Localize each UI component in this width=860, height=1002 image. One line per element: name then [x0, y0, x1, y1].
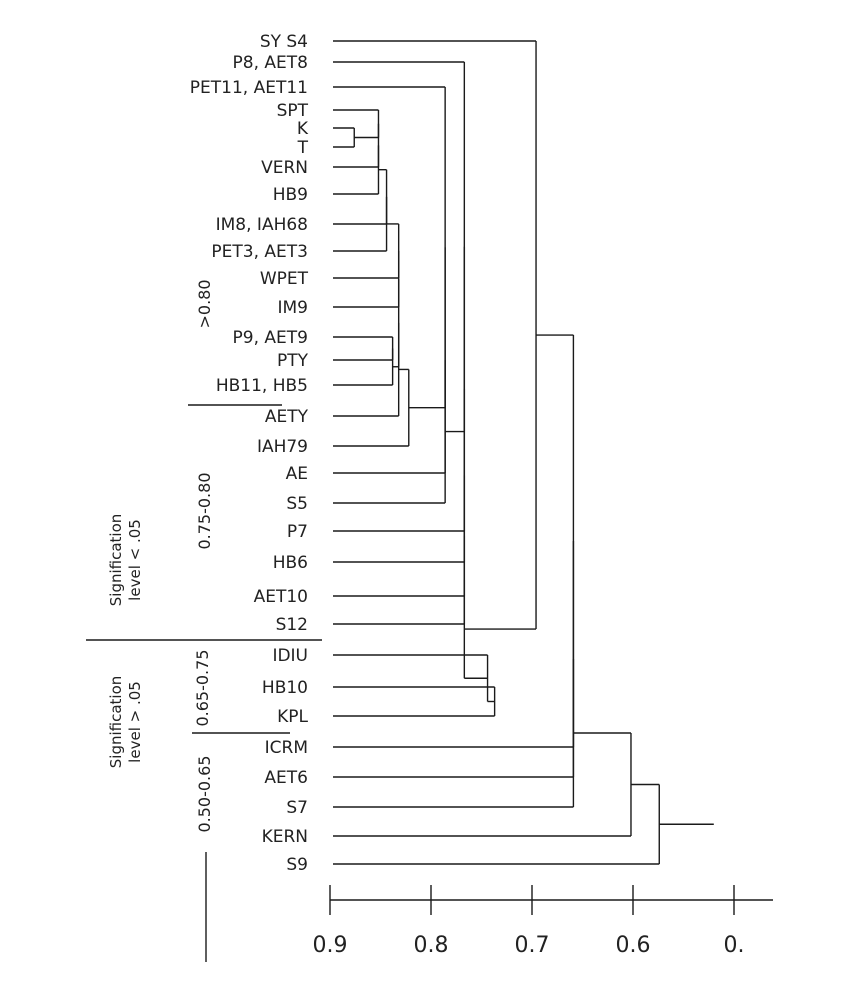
leaf-label-s9: S9: [286, 855, 308, 875]
leaf-label-hb11-hb5: HB11, HB5: [216, 376, 308, 396]
group-label-075-080: 0.75-0.80: [195, 472, 214, 549]
leaf-label-p7: P7: [287, 522, 308, 542]
leaf-label-k: K: [297, 119, 309, 139]
leaf-label-aet6: AET6: [264, 768, 308, 788]
leaf-label-ae: AE: [286, 464, 308, 484]
leaf-label-pet3-aet3: PET3, AET3: [211, 242, 308, 262]
significance-gt05-line1: Signification: [107, 676, 125, 769]
leaf-label-pty: PTY: [277, 351, 309, 371]
leaf-label-s5: S5: [286, 494, 308, 514]
significance-gt05-line2: level > .05: [126, 681, 144, 763]
leaf-label-sy-s4: SY S4: [260, 32, 308, 52]
x-axis-tick-label-0-8: 0.8: [414, 933, 449, 958]
leaf-label-p9-aet9: P9, AET9: [233, 328, 308, 348]
leaf-label-idiu: IDIU: [272, 646, 308, 666]
leaf-label-kpl: KPL: [277, 707, 308, 727]
significance-lt05-line2: level < .05: [126, 519, 144, 601]
x-axis-tick-label-0-9: 0.9: [313, 933, 348, 958]
significance-label-gt05: Signification level > .05: [107, 676, 144, 769]
group-label-gt080: >0.80: [195, 279, 214, 328]
leaf-label-t: T: [297, 138, 309, 158]
leaf-label-spt: SPT: [277, 101, 309, 121]
leaf-label-aety: AETY: [265, 407, 309, 427]
group-label-065-075: 0.65-0.75: [193, 649, 212, 726]
x-axis-tick-label-0-6: 0.6: [616, 933, 651, 958]
leaf-label-im8-iah68: IM8, IAH68: [216, 215, 308, 235]
branches: [333, 40, 714, 865]
x-axis-tick-label-0-5: 0.: [724, 933, 745, 958]
x-axis-tick-label-0-7: 0.7: [515, 933, 550, 958]
leaf-label-aet10: AET10: [254, 587, 308, 607]
leaf-label-hb9: HB9: [273, 185, 308, 205]
leaf-label-s7: S7: [286, 798, 308, 818]
leaf-label-pet11-aet11: PET11, AET11: [190, 78, 308, 98]
leaf-label-hb10: HB10: [262, 678, 308, 698]
leaf-label-p8-aet8: P8, AET8: [233, 53, 308, 73]
leaf-label-hb6: HB6: [273, 553, 308, 573]
leaf-label-vern: VERN: [261, 158, 308, 178]
group-annotations: >0.80 0.75-0.80 0.65-0.75 0.50-0.65 Sign…: [86, 279, 322, 962]
leaf-label-icrm: ICRM: [265, 738, 308, 758]
leaf-label-s12: S12: [276, 615, 308, 635]
significance-lt05-line1: Signification: [107, 514, 125, 607]
leaf-label-iah79: IAH79: [257, 437, 308, 457]
significance-label-lt05: Signification level < .05: [107, 514, 144, 607]
leaf-label-im9: IM9: [278, 298, 309, 318]
group-label-050-065: 0.50-0.65: [195, 755, 214, 832]
leaf-label-wpet: WPET: [260, 269, 309, 289]
x-axis: 0.9 0.8 0.7 0.6 0.: [313, 885, 773, 958]
leaf-label-kern: KERN: [262, 827, 308, 847]
